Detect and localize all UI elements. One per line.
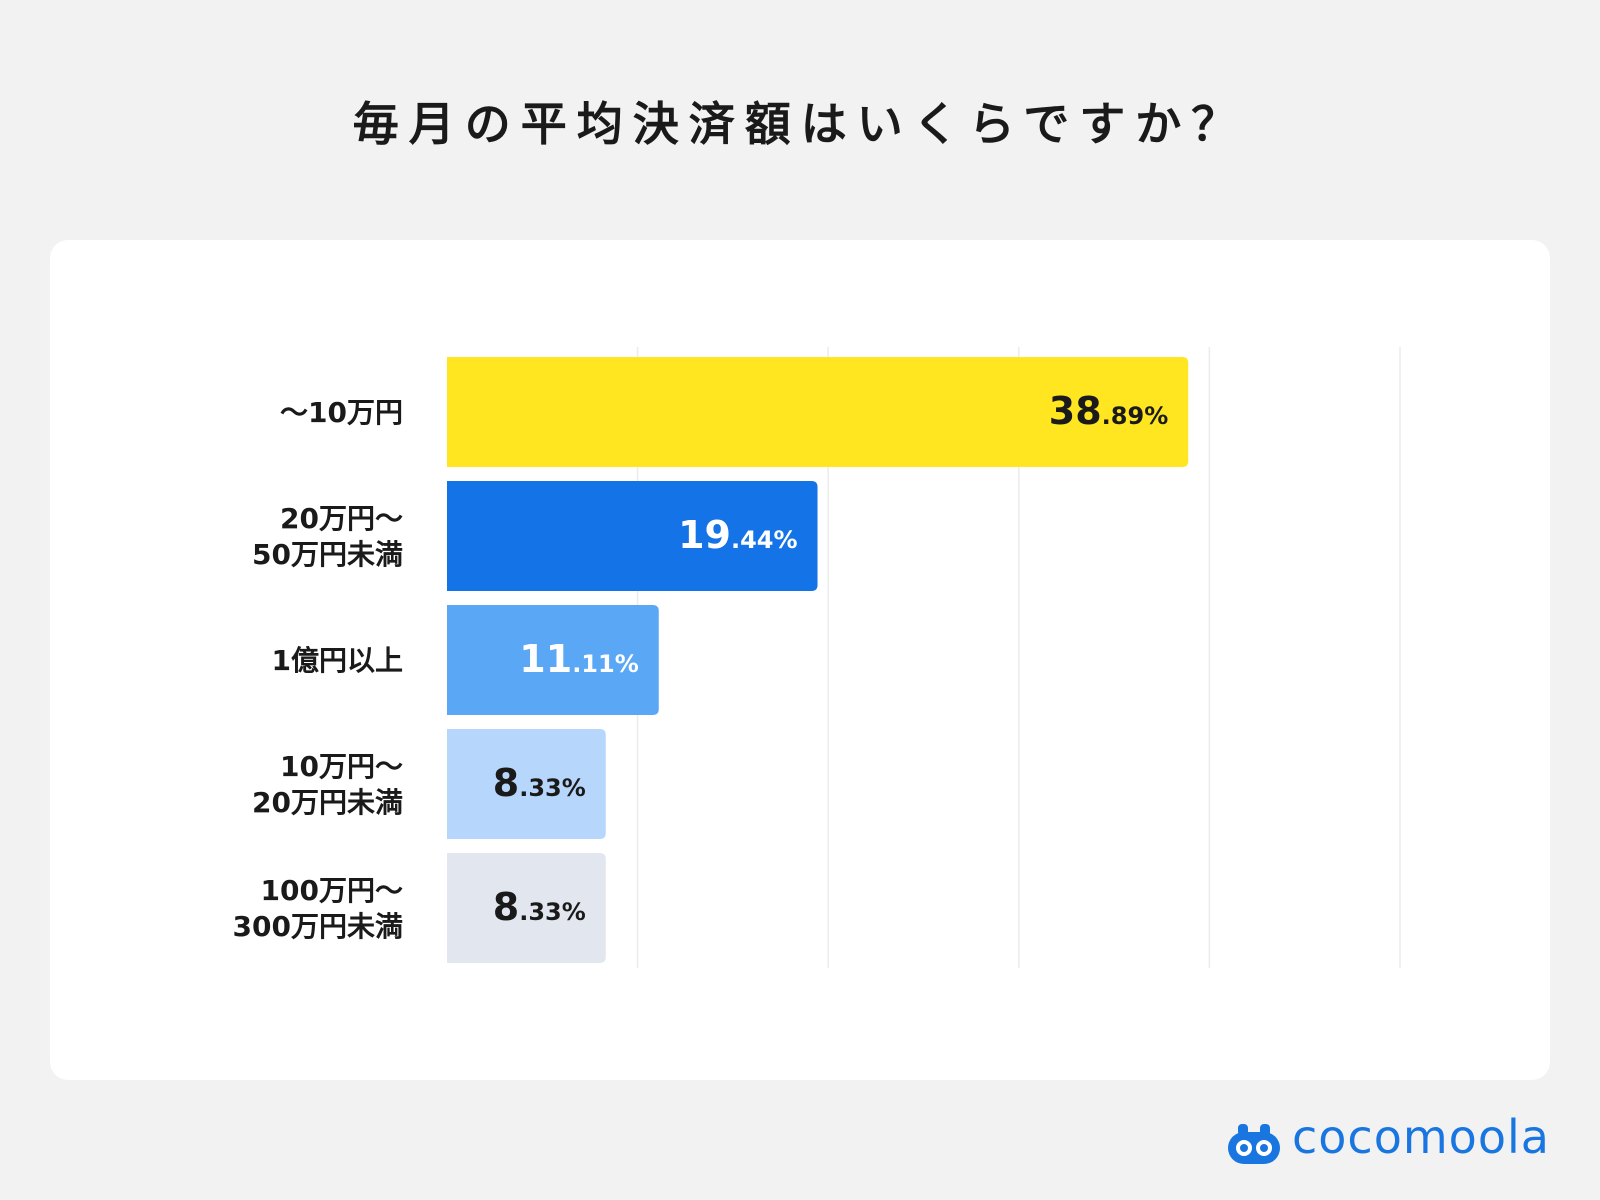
bar-chart: ～10万円 38.89% 20万円～ 50万円未満 19.44% 1億円以上 11.11% 1… [233,347,1401,968]
value-label-3: 8.33% [493,761,586,805]
cocomoola-logo-icon [1228,1124,1280,1164]
brand-name: cocomoola [1292,1110,1550,1164]
value-label-1: 19.44% [678,513,797,557]
bar-1 [447,481,818,591]
category-label-2: 1億円以上 [272,644,403,677]
bar-4 [447,853,606,963]
chart-title: 毎月の平均決済額はいくらですか？ [352,97,1248,151]
value-label-4: 8.33% [493,885,586,929]
category-label-0: ～10万円 [280,396,403,429]
value-label-0: 38.89% [1049,389,1168,433]
chart-card: ～10万円 38.89% 20万円～ 50万円未満 19.44% 1億円以上 11.11% 1… [50,240,1550,1080]
bar-2 [447,605,659,715]
category-label-3: 10万円～ 20万円未満 [252,750,403,819]
brand-logo: cocomoola [1226,1110,1556,1180]
bar-3 [447,729,606,839]
category-label-1: 20万円～ 50万円未満 [252,502,403,571]
bar-0 [447,357,1189,467]
category-label-4: 100万円～ 300万円未満 [233,874,403,943]
value-label-2: 11.11% [519,637,638,681]
